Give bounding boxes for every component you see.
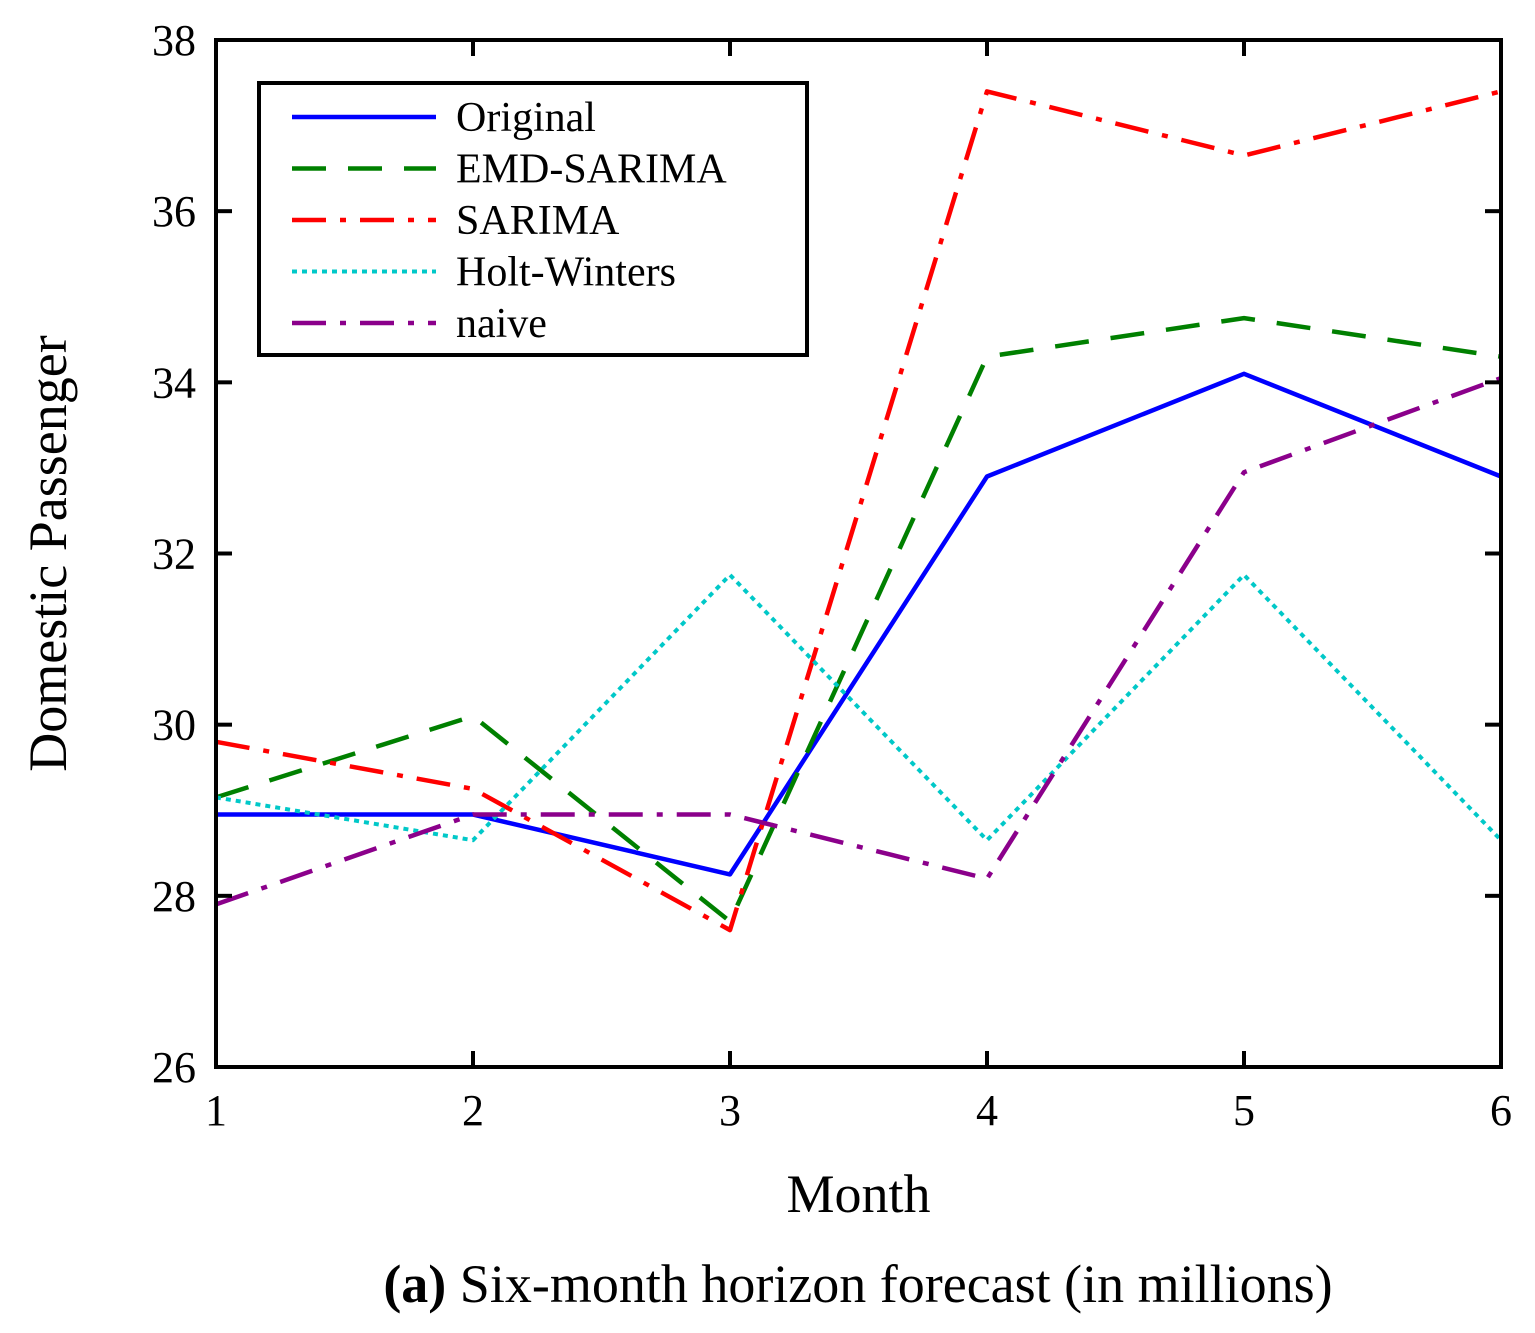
legend-items: Original EMD-SARIMA SARIMA Holt-Winters naiv… [292,95,727,347]
x-tick-label-3: 3 [719,1086,741,1135]
legend-label-emd-sarima: EMD-SARIMA [456,147,727,193]
axis-ticks [214,38,1503,1069]
series-line-holt-winters [215,572,1503,843]
y-tick-label-32: 32 [152,530,196,579]
y-tick-label-34: 34 [152,358,196,407]
x-tick-label-2: 2 [462,1086,484,1135]
x-tick-label-5: 5 [1233,1086,1255,1135]
x-axis-label: Month [786,1164,930,1224]
legend-label-naive: naive [456,301,547,347]
y-tick-label-36: 36 [152,187,196,236]
y-axis-label: Domestic Passenger [18,335,78,771]
y-tick-label-38: 38 [152,16,196,65]
series-line-original [216,371,1502,877]
series-line-naive [215,375,1502,907]
legend-label-sarima: SARIMA [456,198,620,244]
y-tick-label-28: 28 [152,872,196,921]
caption-text: Six-month horizon forecast (in millions) [446,1254,1332,1314]
legend-label-original: Original [456,95,596,141]
plot-lines [215,89,1503,933]
figure-caption: (a) Six-month horizon forecast (in milli… [383,1254,1332,1314]
x-tick-label-6: 6 [1490,1086,1512,1135]
series-line-emd-sarima [215,315,1502,924]
y-tick-label-26: 26 [152,1043,196,1092]
series-line-sarima [215,89,1502,933]
legend: Original EMD-SARIMA SARIMA Holt-Winters naiv… [257,81,809,357]
legend-label-holt-winters: Holt-Winters [456,250,676,296]
x-tick-label-4: 4 [976,1086,998,1135]
y-tick-label-30: 30 [152,701,196,750]
x-tick-label-1: 1 [205,1086,227,1135]
legend-box [257,81,809,357]
caption-prefix: (a) [383,1254,446,1314]
